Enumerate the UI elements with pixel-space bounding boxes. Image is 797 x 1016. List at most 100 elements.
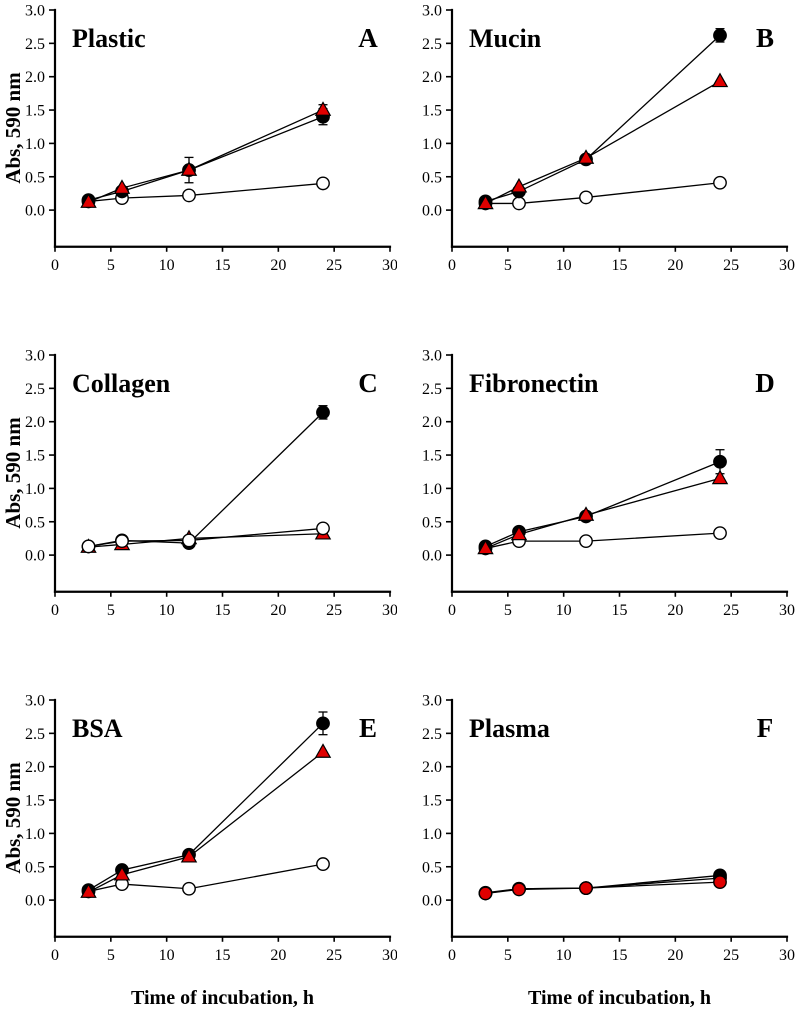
data-point-triangle — [180, 161, 198, 176]
x-tick-label: 25 — [723, 947, 739, 964]
series-markers-red — [478, 875, 727, 901]
panel-title: BSA — [72, 714, 123, 743]
tick-marks — [446, 699, 788, 942]
data-point-triangle — [80, 883, 97, 898]
panel-letter: B — [756, 23, 774, 53]
x-tick-label: 20 — [270, 602, 286, 619]
chart-panel-d: 0.0 0.5 1.0 1.5 2.0 2.5 3.0 0 5 10 15 20 25 30 Fibrone… — [397, 345, 797, 635]
y-tick-label: 0.0 — [25, 203, 45, 220]
y-tick-label: 1.0 — [25, 481, 45, 498]
y-axis-title: Abs, 590 nm — [1, 417, 25, 529]
x-tick-label: 5 — [504, 257, 512, 274]
y-axis-title: Abs, 590 nm — [1, 72, 25, 184]
data-point-triangle — [80, 193, 97, 208]
panel-title: Plastic — [72, 24, 146, 53]
y-tick-label: 2.0 — [422, 759, 442, 776]
y-tick-label: 2.5 — [422, 381, 442, 398]
y-tick-label: 1.5 — [422, 448, 442, 465]
panel-d-svg: 0.0 0.5 1.0 1.5 2.0 2.5 3.0 0 5 10 15 20 25 30 Fibrone… — [422, 348, 795, 619]
series-line-red — [485, 477, 721, 550]
panel-letter: F — [757, 713, 774, 743]
y-tick-label: 3.0 — [25, 3, 45, 20]
x-axis-title: Time of incubation, h — [131, 987, 314, 1009]
y-tick-label: 0.5 — [25, 169, 45, 186]
x-tick-label: 30 — [779, 257, 795, 274]
panel-e-svg: 0.0 0.5 1.0 1.5 2.0 2.5 3.0 0 5 10 15 20 25 30 BSA E Abs… — [1, 693, 397, 1010]
data-point-triangle — [477, 539, 494, 555]
data-point-circle — [579, 881, 593, 895]
y-tick-label: 1.5 — [422, 103, 442, 120]
data-point-circle — [579, 534, 593, 548]
series-line-black — [485, 34, 721, 203]
data-point-circle — [182, 533, 196, 548]
chart-panel-c: 0.0 0.5 1.0 1.5 2.0 2.5 3.0 0 5 10 15 20 25 30 Collage… — [0, 345, 397, 635]
x-tick-label: 25 — [326, 602, 342, 619]
tick-marks — [49, 9, 391, 252]
x-tick-label: 25 — [723, 257, 739, 274]
data-point-circle — [316, 521, 330, 536]
y-tick-label: 2.5 — [25, 726, 45, 743]
chart-panel-f: 0.0 0.5 1.0 1.5 2.0 2.5 3.0 0 5 10 15 20 25 30 Plasma F… — [397, 690, 797, 1016]
series-line-black — [88, 411, 324, 548]
data-point-triangle — [180, 847, 198, 863]
y-tick-label: 2.0 — [25, 69, 45, 86]
x-tick-label: 30 — [779, 602, 795, 619]
series-line-red — [485, 881, 721, 895]
y-tick-label: 0.5 — [25, 514, 45, 531]
x-tick-label: 15 — [215, 257, 231, 274]
x-tick-label: 30 — [382, 257, 397, 274]
x-tick-label: 15 — [612, 602, 628, 619]
panel-letter: D — [755, 368, 775, 398]
data-point-circle — [316, 716, 330, 731]
x-tick-label: 10 — [159, 257, 175, 274]
x-tick-label: 0 — [51, 257, 59, 274]
panel-title: Fibronectin — [469, 369, 599, 398]
data-point-circle — [182, 188, 196, 203]
panel-title: Plasma — [469, 714, 550, 743]
series-line-open — [88, 863, 324, 893]
x-tick-label: 0 — [448, 602, 456, 619]
data-point-circle — [579, 190, 593, 205]
y-tick-label: 2.5 — [25, 381, 45, 398]
x-tick-label: 30 — [779, 947, 795, 964]
x-tick-label: 20 — [667, 947, 683, 964]
data-point-circle — [713, 875, 727, 889]
y-tick-label: 1.5 — [25, 448, 45, 465]
x-tick-label: 20 — [667, 602, 683, 619]
series-line-red — [88, 533, 324, 548]
y-axis-title: Abs, 590 nm — [1, 762, 25, 874]
panel-letter: E — [359, 713, 377, 743]
data-point-triangle — [113, 865, 131, 881]
y-tick-label: 0.0 — [422, 548, 442, 565]
x-tick-label: 20 — [667, 257, 683, 274]
panel-b-svg: 0.0 0.5 1.0 1.5 2.0 2.5 3.0 0 5 10 15 20 25 30 Mucin B — [422, 3, 795, 274]
x-tick-label: 0 — [51, 602, 59, 619]
x-tick-label: 10 — [556, 602, 572, 619]
series-line-open — [485, 182, 721, 205]
x-tick-label: 30 — [382, 947, 397, 964]
data-point-triangle — [113, 179, 131, 194]
tick-marks — [446, 9, 788, 252]
data-point-circle — [512, 196, 526, 211]
x-tick-label: 20 — [270, 257, 286, 274]
panel-title: Mucin — [469, 24, 542, 53]
chart-panel-e: 0.0 0.5 1.0 1.5 2.0 2.5 3.0 0 5 10 15 20 25 30 BSA E Abs… — [0, 690, 397, 1016]
series-markers-red — [80, 101, 332, 208]
data-point-triangle — [510, 177, 528, 193]
x-tick-label: 15 — [612, 257, 628, 274]
panel-a-svg: 0.0 0.5 1.0 1.5 2.0 2.5 3.0 0 5 10 15 20 25 30 Plastic… — [1, 3, 397, 274]
series-markers-open — [81, 521, 330, 554]
series-line-black — [88, 722, 324, 891]
series-markers-black — [478, 28, 727, 209]
y-tick-label: 1.5 — [25, 103, 45, 120]
y-tick-label: 0.5 — [422, 169, 442, 186]
x-tick-label: 15 — [215, 602, 231, 619]
data-point-triangle — [577, 149, 595, 164]
y-tick-label: 1.0 — [422, 481, 442, 498]
panel-letter: C — [358, 368, 378, 398]
y-tick-label: 2.0 — [25, 414, 45, 431]
y-tick-label: 2.0 — [25, 759, 45, 776]
tick-marks — [49, 354, 391, 597]
data-point-triangle — [510, 525, 528, 541]
